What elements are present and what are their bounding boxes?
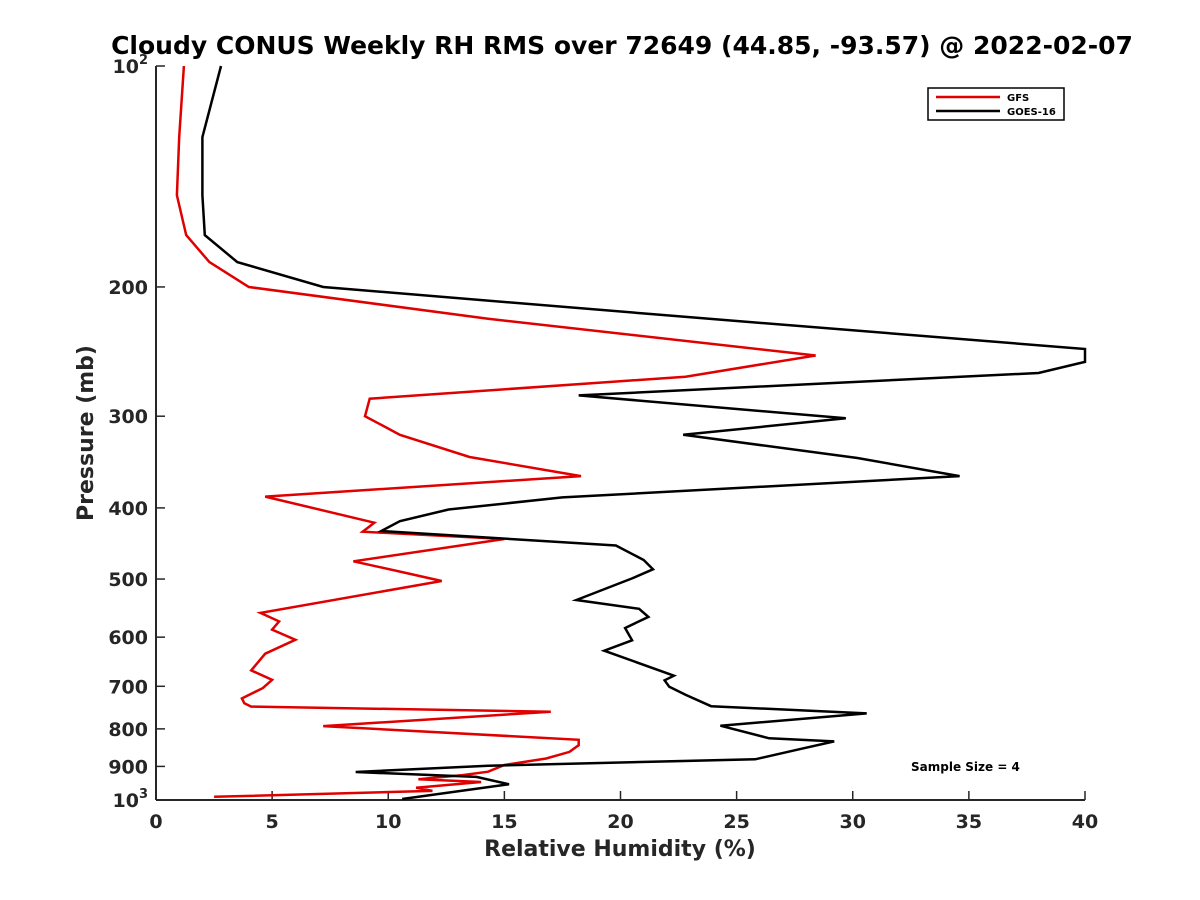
y-tick-label: 103 <box>113 787 149 812</box>
x-tick-label: 0 <box>149 811 162 833</box>
y-tick-label: 800 <box>108 719 148 741</box>
x-tick-label: 30 <box>840 811 866 833</box>
x-axis-label: Relative Humidity (%) <box>484 837 756 862</box>
y-tick-label: 300 <box>108 406 148 428</box>
x-tick-label: 20 <box>607 811 633 833</box>
series-layer <box>175 65 1087 801</box>
chart-title: Cloudy CONUS Weekly RH RMS over 72649 (4… <box>111 31 1133 60</box>
x-tick-label: 15 <box>491 811 517 833</box>
y-tick-label: 700 <box>108 676 148 698</box>
y-tick-label: 102 <box>113 53 149 78</box>
legend-label-goes16: GOES-16 <box>1007 107 1056 118</box>
x-tick-label: 35 <box>956 811 982 833</box>
y-tick-label: 200 <box>108 277 148 299</box>
x-tick-label: 40 <box>1072 811 1098 833</box>
y-axis-label: Pressure (mb) <box>74 345 99 521</box>
y-tick-label: 500 <box>108 569 148 591</box>
x-axis-ticks: 0 5 10 15 20 25 30 35 40 <box>149 791 1098 833</box>
x-tick-label: 10 <box>375 811 401 833</box>
series-line-gfs <box>175 65 816 799</box>
sample-size-annotation: Sample Size = 4 <box>911 760 1020 774</box>
x-tick-label: 5 <box>266 811 279 833</box>
y-tick-label: 400 <box>108 498 148 520</box>
series-line-goes16 <box>201 65 1087 801</box>
y-tick-label: 600 <box>108 627 148 649</box>
legend-box <box>927 87 1065 121</box>
legend: GFS GOES-16 <box>927 87 1065 121</box>
y-tick-label: 900 <box>108 756 148 778</box>
x-tick-label: 25 <box>723 811 749 833</box>
y-axis-ticks: 102 200 300 400 500 600 700 800 900 103 <box>108 53 165 812</box>
legend-label-gfs: GFS <box>1007 93 1029 104</box>
